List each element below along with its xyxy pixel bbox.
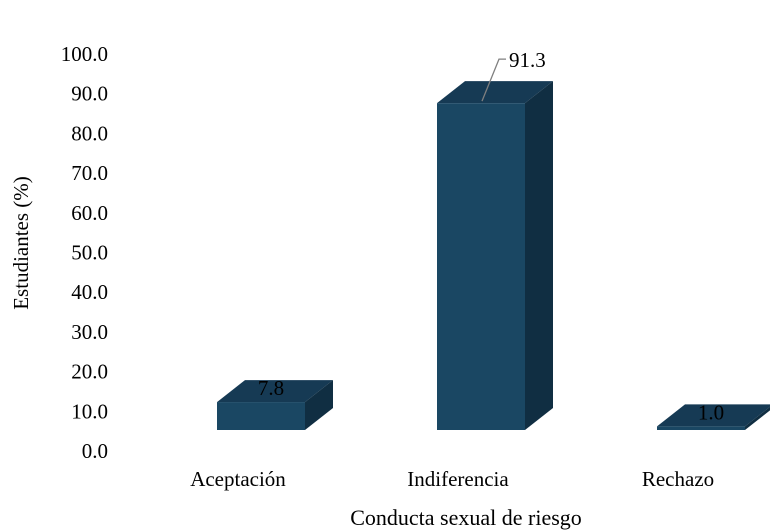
bar bbox=[217, 380, 333, 430]
leader-line bbox=[481, 58, 506, 102]
y-axis-title: Estudiantes (%) bbox=[9, 176, 33, 310]
data-label: 1.0 bbox=[698, 400, 724, 424]
y-tick-label: 100.0 bbox=[61, 42, 108, 66]
y-tick-label: 40.0 bbox=[71, 280, 108, 304]
x-axis-title: Conducta sexual de riesgo bbox=[350, 505, 582, 530]
y-axis: 0.0 10.0 20.0 30.0 40.0 50.0 60.0 70.0 80.0 90.0 1… bbox=[61, 42, 108, 463]
bar-top-face bbox=[657, 404, 770, 427]
data-labels: 7.8 91.3 1.0 bbox=[258, 48, 724, 424]
y-tick-label: 80.0 bbox=[71, 121, 108, 145]
y-tick-label: 90.0 bbox=[71, 82, 108, 106]
x-tick-label: Indiferencia bbox=[407, 467, 509, 491]
bar-front-face bbox=[437, 103, 525, 431]
bar-side-face bbox=[305, 380, 333, 430]
y-tick-label: 10.0 bbox=[71, 399, 108, 423]
bar-top-face bbox=[437, 81, 553, 104]
bar bbox=[657, 404, 770, 430]
bar-series bbox=[217, 81, 770, 431]
bar-side-face bbox=[525, 81, 553, 431]
bar bbox=[437, 81, 553, 431]
y-tick-label: 60.0 bbox=[71, 201, 108, 225]
x-tick-label: Aceptación bbox=[190, 467, 286, 491]
x-axis: Aceptación Indiferencia Rechazo bbox=[190, 467, 714, 491]
y-tick-label: 70.0 bbox=[71, 161, 108, 185]
x-tick-label: Rechazo bbox=[642, 467, 714, 491]
bar-front-face bbox=[217, 402, 305, 430]
y-tick-label: 50.0 bbox=[71, 241, 108, 265]
data-label: 7.8 bbox=[258, 376, 284, 400]
y-tick-label: 30.0 bbox=[71, 320, 108, 344]
bar-side-face bbox=[745, 406, 770, 430]
bar-top-face bbox=[217, 380, 333, 403]
y-tick-label: 0.0 bbox=[82, 439, 108, 463]
y-tick-label: 20.0 bbox=[71, 360, 108, 384]
bar-front-face bbox=[657, 426, 745, 430]
data-label: 91.3 bbox=[509, 48, 546, 72]
